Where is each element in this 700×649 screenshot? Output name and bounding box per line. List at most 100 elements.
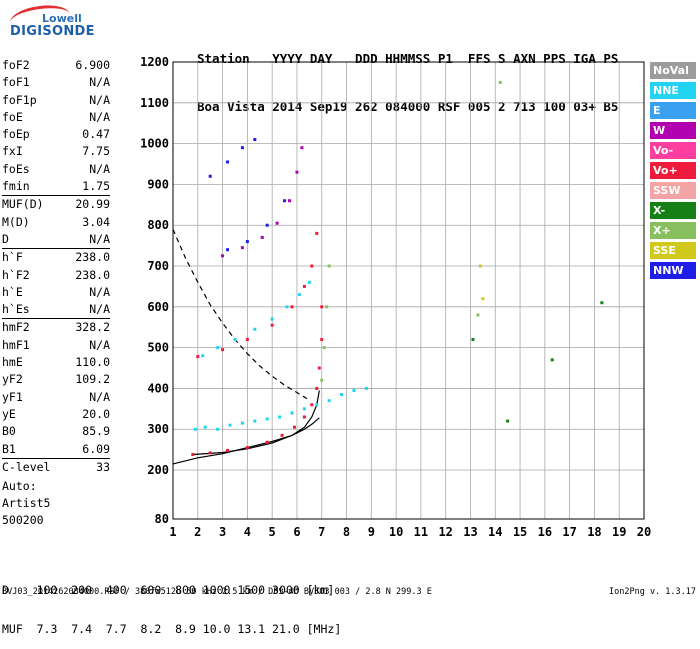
- data-point-vo-: [320, 305, 324, 309]
- param-label: hmF1: [2, 337, 30, 352]
- data-point-vo-: [302, 415, 306, 419]
- param-row: foF1p N/A: [2, 92, 110, 109]
- param-label: h`F: [2, 250, 23, 265]
- legend-item: NNW: [650, 262, 696, 279]
- logo-text-digisonde: DIGISONDE: [10, 24, 95, 39]
- param-label: yE: [2, 406, 16, 421]
- param-value: 20.0: [82, 406, 110, 421]
- curve-dashed: [172, 229, 308, 400]
- data-point-nne: [253, 419, 257, 423]
- param-value: 20.99: [75, 197, 110, 212]
- x-tick-label: 6: [293, 525, 300, 539]
- param-row: foEs N/A: [2, 161, 110, 178]
- data-point-vo-: [302, 284, 306, 288]
- data-point-x-: [600, 301, 604, 305]
- data-point-w: [300, 146, 304, 150]
- param-row: foEp 0.47: [2, 126, 110, 143]
- param-value: 33: [96, 459, 110, 474]
- data-point-vo-: [310, 403, 314, 407]
- data-point-nne: [302, 407, 306, 411]
- data-point-x-: [476, 313, 480, 317]
- x-tick-label: 2: [194, 525, 201, 539]
- legend-item: Vo-: [650, 142, 696, 159]
- x-tick-label: 9: [368, 525, 375, 539]
- x-tick-label: 14: [488, 525, 502, 539]
- param-row: D N/A: [2, 231, 110, 248]
- data-point-x-: [327, 264, 331, 268]
- x-tick-label: 16: [538, 525, 552, 539]
- version-label: Ion2Png v. 1.3.17: [609, 587, 696, 597]
- data-point-vo-: [290, 305, 294, 309]
- param-value: N/A: [89, 302, 110, 317]
- x-tick-label: 5: [269, 525, 276, 539]
- data-point-x-: [506, 419, 510, 423]
- param-row: h`F2 238.0: [2, 267, 110, 284]
- param-row: hmF2 328.2: [2, 319, 110, 336]
- param-value: 7.75: [82, 144, 110, 159]
- data-point-w: [295, 170, 299, 174]
- data-point-nne: [193, 427, 197, 431]
- data-point-nne: [290, 411, 294, 415]
- legend-item: SSE: [650, 242, 696, 259]
- param-value: 6.09: [82, 441, 110, 456]
- y-tick-label: 300: [147, 422, 169, 436]
- data-point-vo-: [320, 337, 324, 341]
- y-tick-label: 1200: [140, 55, 169, 69]
- data-point-nnw: [283, 199, 287, 203]
- data-point-nne: [240, 421, 244, 425]
- param-row: yF1 N/A: [2, 389, 110, 406]
- data-point-nnw: [226, 248, 230, 252]
- param-row: hmE 110.0: [2, 354, 110, 371]
- data-point-w: [288, 199, 292, 203]
- param-value: 110.0: [75, 355, 110, 370]
- data-point-nne: [216, 346, 220, 350]
- param-value: 1.75: [82, 179, 110, 194]
- x-tick-label: 20: [637, 525, 651, 539]
- auto-label: Auto:: [2, 479, 37, 493]
- param-row: C-level 33: [2, 459, 110, 476]
- data-point-vo-: [270, 323, 274, 327]
- data-point-vo-: [315, 386, 319, 390]
- param-separator: [2, 318, 110, 320]
- x-tick-label: 8: [343, 525, 350, 539]
- param-row: yF2 109.2: [2, 371, 110, 388]
- y-tick-label: 1000: [140, 137, 169, 151]
- y-tick-label: 80: [155, 512, 169, 526]
- data-point-sse: [478, 264, 482, 268]
- param-label: h`Es: [2, 302, 30, 317]
- plot-frame: [172, 61, 645, 520]
- x-tick-label: 12: [438, 525, 452, 539]
- param-value: 238.0: [75, 267, 110, 282]
- data-point-w: [260, 235, 264, 239]
- param-label: C-level: [2, 459, 51, 474]
- param-label: foF2: [2, 58, 30, 72]
- param-row: hmF1 N/A: [2, 337, 110, 354]
- data-point-nne: [278, 415, 282, 419]
- param-row: foF2 6.900: [2, 57, 110, 74]
- data-point-nne: [352, 388, 356, 392]
- param-row: h`E N/A: [2, 284, 110, 301]
- data-point-nne: [265, 417, 269, 421]
- x-tick-label: 15: [513, 525, 527, 539]
- data-point-w: [275, 221, 279, 225]
- param-separator: [2, 195, 110, 197]
- data-point-nne: [233, 337, 237, 341]
- data-point-nne: [201, 354, 205, 358]
- y-tick-label: 900: [147, 177, 169, 191]
- param-value: 328.2: [75, 320, 110, 335]
- file-info-footer: BVJ03_2014262084000.RSF / 380fx512h 50 k…: [2, 587, 432, 597]
- param-row: fmin 1.75: [2, 178, 110, 195]
- data-point-vo-: [221, 348, 225, 352]
- data-point-nne: [307, 280, 311, 284]
- data-point-x-: [471, 337, 475, 341]
- data-point-sse: [481, 297, 485, 301]
- data-point-nne: [315, 403, 319, 407]
- logo-text-lowell: Lowell: [42, 12, 82, 25]
- data-point-nne: [270, 317, 274, 321]
- data-point-nnw: [253, 138, 257, 142]
- legend-item: E: [650, 102, 696, 119]
- param-label: foEp: [2, 127, 30, 142]
- data-point-nne: [216, 427, 220, 431]
- param-label: B1: [2, 441, 16, 456]
- param-label: M(D): [2, 214, 30, 229]
